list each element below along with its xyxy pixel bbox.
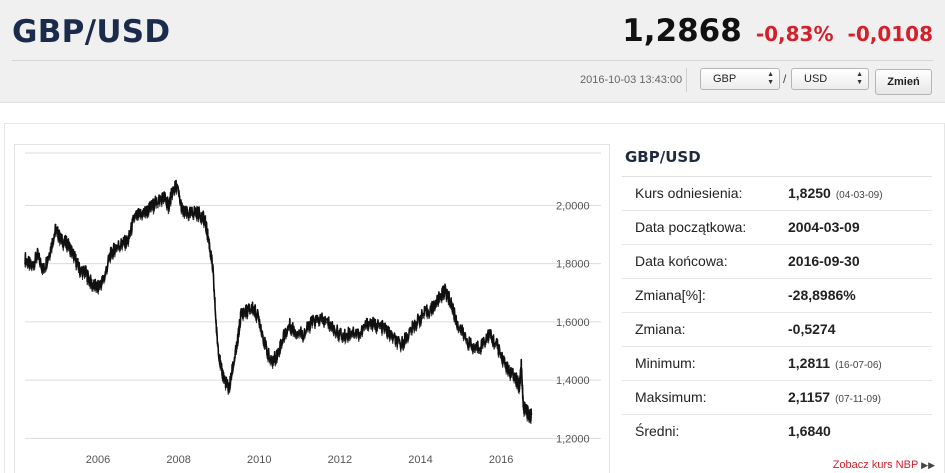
stat-value: 1,6840 bbox=[788, 423, 831, 439]
stat-value: 1,2811 (16-07-06) bbox=[788, 355, 882, 371]
stat-row-minimum: Minimum: 1,2811 (16-07-06) bbox=[622, 347, 932, 381]
x-tick-label: 2016 bbox=[489, 454, 513, 466]
change-pair-button[interactable]: Zmień bbox=[875, 69, 932, 95]
stat-label: Zmiana[%]: bbox=[635, 287, 706, 303]
to-currency-select[interactable]: USD ▲ ▼ bbox=[791, 68, 869, 90]
quote-timestamp: 2016-10-03 13:43:00 bbox=[580, 74, 683, 86]
x-tick-label: 2012 bbox=[328, 454, 352, 466]
page-title: GBP/USD bbox=[12, 14, 171, 50]
y-tick-label: 1,4000 bbox=[556, 375, 590, 387]
x-tick-label: 2014 bbox=[408, 454, 432, 466]
stat-value: -28,8986% bbox=[788, 287, 856, 303]
select-arrows-icon: ▲ ▼ bbox=[856, 71, 863, 86]
stat-label: Kurs odniesienia: bbox=[635, 185, 743, 201]
change-percent: -0,83% bbox=[755, 22, 834, 46]
currency-separator: / bbox=[783, 72, 787, 86]
stat-label: Zmiana: bbox=[635, 321, 686, 337]
stat-row-change-percent: Zmiana[%]: -28,8986% bbox=[622, 279, 932, 313]
stat-row-change: Zmiana: -0,5274 bbox=[622, 313, 932, 347]
stat-row-reference-rate: Kurs odniesienia: 1,8250 (04-03-09) bbox=[622, 177, 932, 211]
y-tick-label: 1,6000 bbox=[556, 317, 590, 329]
stat-date: (16-07-06) bbox=[835, 360, 882, 371]
quote-header: GBP/USD 1,2868 -0,83% -0,0108 2016-10-03… bbox=[0, 0, 945, 103]
stat-row-end-date: Data końcowa: 2016-09-30 bbox=[622, 245, 932, 279]
rate-block: 1,2868 -0,83% -0,0108 bbox=[622, 13, 933, 49]
series-line bbox=[24, 179, 533, 422]
stat-label: Minimum: bbox=[635, 355, 696, 371]
stat-row-maximum: Maksimum: 2,1157 (07-11-09) bbox=[622, 381, 932, 415]
current-rate: 1,2868 bbox=[622, 13, 742, 49]
series-line-band bbox=[24, 183, 532, 425]
x-tick-label: 2008 bbox=[166, 454, 190, 466]
vertical-divider bbox=[686, 68, 687, 92]
stats-title-divider bbox=[622, 176, 932, 177]
from-currency-value: GBP bbox=[713, 73, 737, 85]
chart-container: 1,2000 1,4000 1,6000 1,8000 2,0000 2006 2008 20… bbox=[14, 144, 610, 473]
stat-value: 1,8250 (04-03-09) bbox=[788, 185, 883, 201]
y-tick-label: 2,0000 bbox=[556, 200, 590, 212]
change-absolute: -0,0108 bbox=[847, 22, 933, 46]
to-currency-value: USD bbox=[804, 73, 828, 85]
y-tick-label: 1,2000 bbox=[556, 433, 590, 445]
stat-value: 2004-03-09 bbox=[788, 219, 860, 235]
x-tick-label: 2006 bbox=[86, 454, 110, 466]
header-divider bbox=[12, 60, 933, 61]
nbp-rate-link[interactable]: Zobacz kurs NBP ▶▶ bbox=[832, 459, 935, 471]
y-tick-label: 1,8000 bbox=[556, 259, 590, 271]
stats-title: GBP/USD bbox=[625, 148, 701, 166]
stat-row-average: Średni: 1,6840 bbox=[622, 415, 932, 449]
rate-history-chart: 1,2000 1,4000 1,6000 1,8000 2,0000 2006 2008 20… bbox=[24, 152, 601, 466]
stat-date: (07-11-09) bbox=[835, 394, 882, 405]
stat-label: Data końcowa: bbox=[635, 253, 728, 269]
from-currency-select[interactable]: GBP ▲ ▼ bbox=[700, 68, 780, 90]
stat-value: 2016-09-30 bbox=[788, 253, 860, 269]
select-arrows-icon: ▲ ▼ bbox=[767, 71, 774, 86]
stat-label: Średni: bbox=[635, 423, 680, 439]
x-tick-label: 2010 bbox=[247, 454, 271, 466]
stats-table: Kurs odniesienia: 1,8250 (04-03-09) Data … bbox=[622, 177, 932, 449]
stat-value: 2,1157 (07-11-09) bbox=[788, 389, 882, 405]
stat-label: Data początkowa: bbox=[635, 219, 747, 235]
double-chevron-right-icon: ▶▶ bbox=[921, 460, 935, 470]
stat-row-start-date: Data początkowa: 2004-03-09 bbox=[622, 211, 932, 245]
stat-date: (04-03-09) bbox=[835, 190, 883, 201]
stat-value: -0,5274 bbox=[788, 321, 836, 337]
stat-label: Maksimum: bbox=[635, 389, 707, 405]
